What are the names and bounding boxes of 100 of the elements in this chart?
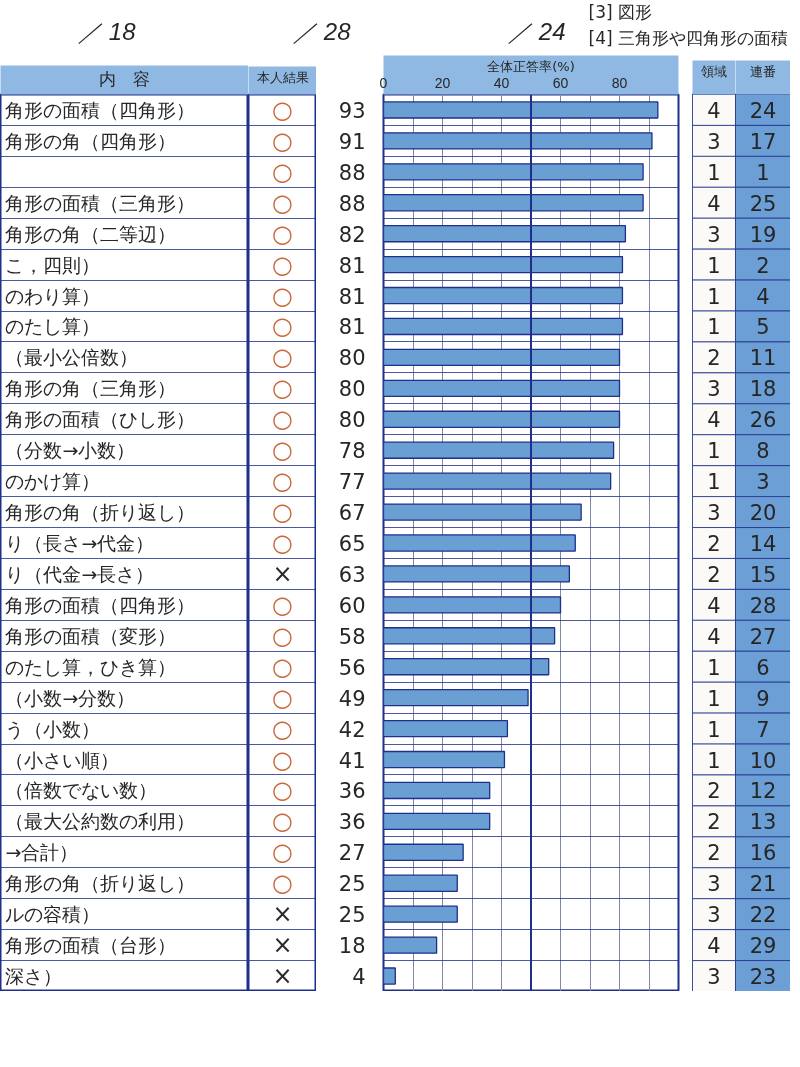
data-label: 1 xyxy=(707,160,721,185)
data-label: 4 xyxy=(707,593,721,618)
data-label: 2 xyxy=(756,253,770,278)
category-label: ○ xyxy=(272,312,293,341)
category-label: ○ xyxy=(272,683,293,712)
data-label: 8 xyxy=(756,439,770,464)
category-label: （小数→分数） xyxy=(5,686,136,709)
category-label: 角形の角（折り返し） xyxy=(5,501,196,524)
data-label: 2 xyxy=(707,562,721,587)
data-label: 1 xyxy=(707,717,721,742)
data-label: 28 xyxy=(749,593,777,618)
category-label: のわり算） xyxy=(5,284,101,307)
data-label: 29 xyxy=(749,934,777,959)
category-label: ○ xyxy=(272,590,293,619)
category-label: ○ xyxy=(272,374,293,403)
data-label: 93 xyxy=(338,98,366,123)
data-label: 20 xyxy=(749,501,777,526)
category-label: ○ xyxy=(272,467,293,496)
data-label: 65 xyxy=(338,532,366,556)
data-label: 1 xyxy=(707,284,721,309)
data-label: 88 xyxy=(338,191,366,216)
data-label: 15 xyxy=(749,562,777,587)
data-label: 11 xyxy=(749,346,777,371)
data-label: 10 xyxy=(749,748,777,773)
category-label: ルの容積） xyxy=(5,903,101,926)
data-label: 4 xyxy=(707,934,721,959)
category-label: ○ xyxy=(272,776,293,805)
data-label: 3 xyxy=(707,129,721,154)
x-tick-label: 80 xyxy=(611,74,628,91)
data-label: 1 xyxy=(707,748,721,773)
category-label: ○ xyxy=(272,529,293,557)
data-label: 60 xyxy=(338,593,366,618)
x-tick-label: 0 xyxy=(379,74,388,91)
category-label: 深さ） xyxy=(5,965,63,988)
data-label: 2 xyxy=(707,532,721,556)
category-label: り（長さ→代金） xyxy=(5,532,155,554)
category-label: り（代金→長さ） xyxy=(5,562,155,585)
data-label: 3 xyxy=(707,903,721,928)
category-label: のたし算，ひき算） xyxy=(5,655,177,678)
data-label: 1 xyxy=(707,655,721,680)
data-label: 1 xyxy=(707,439,721,464)
x-axis-title: 全体正答率(%) xyxy=(487,58,575,74)
category-label: × xyxy=(272,900,293,929)
category-label: 角形の角（四角形） xyxy=(5,129,177,152)
category-label: ○ xyxy=(272,436,293,465)
data-label: 88 xyxy=(338,160,366,185)
category-label: ○ xyxy=(272,157,293,186)
data-label: 1 xyxy=(707,686,721,711)
category-label: ○ xyxy=(272,498,293,527)
data-label: 26 xyxy=(749,408,777,433)
data-label: 80 xyxy=(338,377,366,402)
data-label: 2 xyxy=(707,346,721,371)
data-label: 22 xyxy=(749,903,777,928)
category-label: ○ xyxy=(272,219,293,248)
data-label: 27 xyxy=(749,624,777,649)
data-label: 56 xyxy=(338,655,366,680)
data-label: 6 xyxy=(756,655,770,680)
category-label: ○ xyxy=(272,838,293,867)
data-label: 4 xyxy=(756,284,770,309)
category-label: × xyxy=(272,931,293,960)
category-label: （最小公倍数） xyxy=(5,346,139,369)
category-label: 角形の面積（台形） xyxy=(5,934,177,957)
category-label: ○ xyxy=(272,405,293,434)
data-label: 81 xyxy=(338,253,366,278)
data-label: 49 xyxy=(338,686,366,711)
category-label: ○ xyxy=(272,745,293,774)
data-label: 80 xyxy=(338,408,366,433)
data-label: 4 xyxy=(707,98,721,123)
category-label: ○ xyxy=(272,126,293,155)
data-label: 25 xyxy=(338,903,366,928)
data-label: 77 xyxy=(338,470,366,495)
data-label: 78 xyxy=(338,439,366,464)
data-label: 42 xyxy=(338,717,366,742)
category-label: 角形の面積（四角形） xyxy=(5,593,196,616)
data-label: 2 xyxy=(707,841,721,866)
text: 本人結果 xyxy=(256,69,309,85)
data-label: 80 xyxy=(338,346,366,371)
data-label: 4 xyxy=(352,965,366,990)
data-label: 67 xyxy=(338,501,366,526)
category-label: × xyxy=(272,559,293,588)
data-label: 81 xyxy=(338,315,366,340)
category-label: ○ xyxy=(272,343,293,372)
data-label: 9 xyxy=(756,686,770,711)
data-label: 16 xyxy=(749,841,777,866)
x-tick-label: 領域 xyxy=(701,63,727,79)
data-label: 17 xyxy=(749,129,777,154)
category-label: 角形の面積（三角形） xyxy=(5,191,196,214)
data-label: 4 xyxy=(707,624,721,649)
data-label: 1 xyxy=(707,315,721,340)
category-label: ○ xyxy=(272,714,293,743)
category-label: のたし算） xyxy=(5,315,101,338)
data-label: 81 xyxy=(338,284,366,309)
category-label: （最大公約数の利用） xyxy=(5,810,196,833)
data-label: 36 xyxy=(338,779,366,804)
data-label: 3 xyxy=(756,470,770,495)
category-label: × xyxy=(272,962,293,991)
data-label: 13 xyxy=(749,810,777,835)
category-label: ○ xyxy=(272,281,293,310)
data-label: 5 xyxy=(756,315,770,340)
category-label: ○ xyxy=(272,621,293,650)
